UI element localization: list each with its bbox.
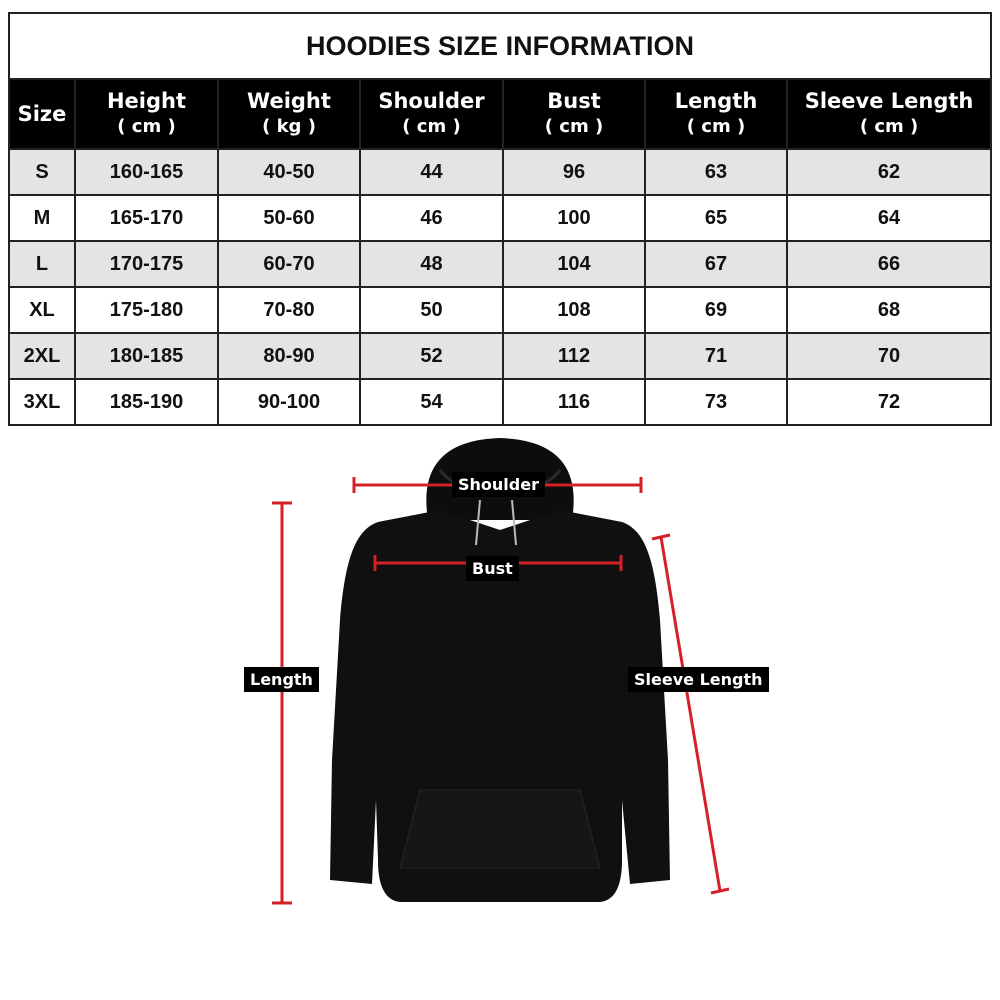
column-header-unit: ( cm ) (686, 116, 746, 137)
table-cell: M (8, 194, 76, 242)
table-row: 2XL 180-185 80-90 52 112 71 70 (8, 332, 993, 380)
table-cell: 70 (785, 332, 993, 380)
table-cell: 44 (359, 148, 504, 196)
column-header-label: Sleeve Length (804, 89, 974, 113)
column-header-label: Length (674, 89, 758, 113)
table-cell: 165-170 (74, 194, 219, 242)
column-header: Shoulder ( cm ) (359, 78, 504, 150)
table-cell: 104 (502, 240, 646, 288)
column-header-unit: ( cm ) (859, 116, 919, 137)
table-cell: 73 (644, 378, 788, 426)
table-cell: 170-175 (74, 240, 219, 288)
table-cell: 72 (785, 378, 993, 426)
table-cell: 116 (502, 378, 646, 426)
column-header: Sleeve Length ( cm ) (785, 78, 993, 150)
table-cell: 67 (644, 240, 788, 288)
table-cell: 180-185 (74, 332, 219, 380)
table-row: L 170-175 60-70 48 104 67 66 (8, 240, 993, 288)
table-cell: 175-180 (74, 286, 219, 334)
shoulder-label: Shoulder (452, 472, 545, 497)
header-row: Size Height ( cm ) Weight ( kg ) Shoulder ( cm… (8, 78, 993, 150)
table-cell: 48 (359, 240, 504, 288)
column-header-unit: ( cm ) (544, 116, 604, 137)
table-row: 3XL 185-190 90-100 54 116 73 72 (8, 378, 993, 426)
table-title: HOODIES SIZE INFORMATION (7, 12, 993, 80)
table-row: XL 175-180 70-80 50 108 69 68 (8, 286, 993, 334)
sleeve-length-label: Sleeve Length (628, 667, 769, 692)
table-cell: 40-50 (217, 148, 361, 196)
table-cell: 3XL (8, 378, 76, 426)
table-cell: 50-60 (217, 194, 361, 242)
length-label: Length (244, 667, 319, 692)
table-cell: 54 (359, 378, 504, 426)
table-cell: 108 (502, 286, 646, 334)
table-cell: 65 (644, 194, 788, 242)
size-chart-table: HOODIES SIZE INFORMATION Size Height ( cm … (7, 12, 993, 426)
table-cell: 62 (785, 148, 993, 196)
table-cell: 46 (359, 194, 504, 242)
column-header: Bust ( cm ) (502, 78, 646, 150)
table-cell: 66 (785, 240, 993, 288)
hoodie-image (330, 438, 670, 902)
column-header-label: Weight (247, 89, 331, 113)
column-header: Length ( cm ) (644, 78, 788, 150)
table-cell: 185-190 (74, 378, 219, 426)
sleeve-length-line (659, 536, 722, 892)
table-row: S 160-165 40-50 44 96 63 62 (8, 148, 993, 196)
table-cell: 96 (502, 148, 646, 196)
table-cell: 52 (359, 332, 504, 380)
table-cell: 100 (502, 194, 646, 242)
table-cell: 80-90 (217, 332, 361, 380)
table-cell: L (8, 240, 76, 288)
table-cell: 60-70 (217, 240, 361, 288)
table-cell: 160-165 (74, 148, 219, 196)
table-cell: 70-80 (217, 286, 361, 334)
table-cell: 90-100 (217, 378, 361, 426)
table-cell: 71 (644, 332, 788, 380)
column-header-unit: ( kg ) (262, 116, 316, 137)
table-cell: 112 (502, 332, 646, 380)
column-header-label: Shoulder (378, 89, 485, 113)
column-header-unit: ( cm ) (117, 116, 176, 137)
table-cell: 2XL (8, 332, 76, 380)
table-cell: 50 (359, 286, 504, 334)
table-cell: XL (8, 286, 76, 334)
column-header-label: Bust (547, 89, 601, 113)
column-header: Height ( cm ) (74, 78, 219, 150)
column-header: Weight ( kg ) (217, 78, 361, 150)
table-cell: S (8, 148, 76, 196)
column-header-label: Size (17, 101, 67, 126)
table-cell: 63 (644, 148, 788, 196)
bust-label: Bust (466, 556, 519, 581)
table-cell: 68 (785, 286, 993, 334)
column-header-label: Height (106, 89, 187, 113)
column-header-unit: ( cm ) (402, 116, 461, 137)
table-cell: 69 (644, 286, 788, 334)
column-header: Size (8, 78, 76, 150)
table-row: M 165-170 50-60 46 100 65 64 (8, 194, 993, 242)
table-cell: 64 (785, 194, 993, 242)
